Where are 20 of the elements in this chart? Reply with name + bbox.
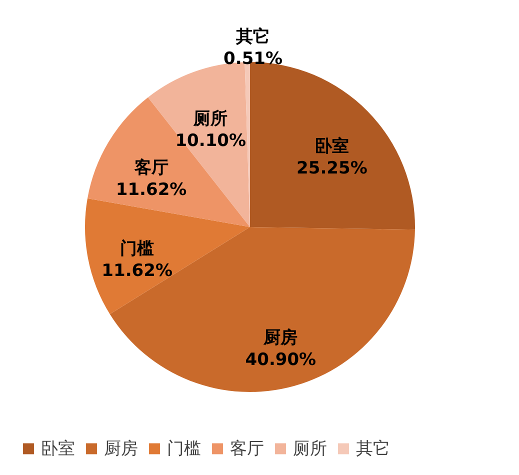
slice-label: 客厅 [133, 158, 168, 178]
data-label: 25.25% [296, 158, 368, 178]
data-label: 11.62% [102, 260, 172, 281]
data-label: 11.62% [116, 180, 187, 200]
pie-slice [85, 198, 250, 314]
slice-label: 其它 [235, 27, 270, 48]
legend-label: 厨房 [104, 438, 138, 459]
slice-label: 门槛 [120, 238, 154, 259]
data-label: 40.90% [245, 350, 316, 370]
legend-label: 厕所 [293, 438, 327, 459]
legend-label: 卧室 [41, 438, 75, 459]
legend-label: 门槛 [167, 438, 201, 459]
data-label: 10.10% [175, 130, 246, 151]
data-label: 0.51% [224, 49, 283, 70]
pie-slice [87, 97, 250, 227]
slice-label: 厨房 [262, 328, 298, 348]
legend-label: 客厅 [230, 438, 264, 459]
slice-label: 卧室 [314, 136, 349, 156]
slice-label: 厕所 [192, 108, 228, 129]
legend-label: 其它 [356, 438, 390, 459]
